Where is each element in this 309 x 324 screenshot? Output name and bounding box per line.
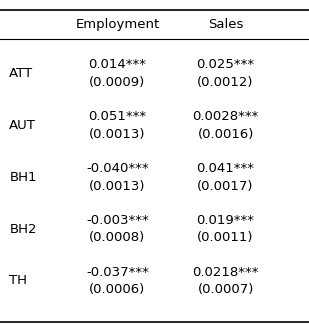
Text: (0.0007): (0.0007) bbox=[197, 283, 254, 296]
Text: 0.0028***: 0.0028*** bbox=[193, 110, 259, 123]
Text: 0.041***: 0.041*** bbox=[197, 162, 255, 175]
Text: Sales: Sales bbox=[208, 18, 243, 31]
Text: Employment: Employment bbox=[75, 18, 159, 31]
Text: (0.0011): (0.0011) bbox=[197, 231, 254, 244]
Text: (0.0013): (0.0013) bbox=[89, 128, 146, 141]
Text: 0.014***: 0.014*** bbox=[88, 58, 146, 71]
Text: (0.0009): (0.0009) bbox=[89, 76, 146, 89]
Text: -0.037***: -0.037*** bbox=[86, 266, 149, 279]
Text: BH1: BH1 bbox=[9, 171, 37, 184]
Text: ATT: ATT bbox=[9, 67, 33, 80]
Text: -0.040***: -0.040*** bbox=[86, 162, 149, 175]
Text: (0.0012): (0.0012) bbox=[197, 76, 254, 89]
Text: BH2: BH2 bbox=[9, 223, 37, 236]
Text: 0.051***: 0.051*** bbox=[88, 110, 146, 123]
Text: (0.0006): (0.0006) bbox=[89, 283, 146, 296]
Text: 0.019***: 0.019*** bbox=[197, 214, 255, 227]
Text: TH: TH bbox=[9, 274, 27, 287]
Text: (0.0017): (0.0017) bbox=[197, 179, 254, 192]
Text: -0.003***: -0.003*** bbox=[86, 214, 149, 227]
Text: 0.025***: 0.025*** bbox=[197, 58, 255, 71]
Text: 0.0218***: 0.0218*** bbox=[192, 266, 259, 279]
Text: (0.0008): (0.0008) bbox=[89, 231, 146, 244]
Text: (0.0016): (0.0016) bbox=[197, 128, 254, 141]
Text: (0.0013): (0.0013) bbox=[89, 179, 146, 192]
Text: AUT: AUT bbox=[9, 119, 36, 132]
